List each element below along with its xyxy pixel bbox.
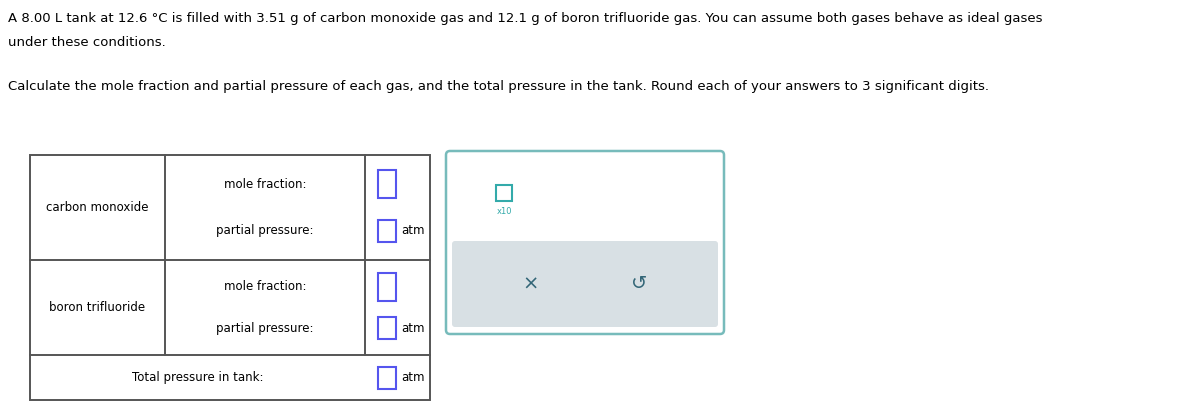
Text: Total pressure in tank:: Total pressure in tank: (132, 371, 263, 384)
Text: x10: x10 (497, 207, 512, 216)
Bar (496, 184, 512, 200)
Text: carbon monoxide: carbon monoxide (47, 201, 149, 214)
FancyBboxPatch shape (446, 151, 724, 334)
Bar (478, 195, 499, 216)
Text: mole fraction:: mole fraction: (223, 178, 306, 191)
Text: under these conditions.: under these conditions. (8, 36, 166, 49)
Text: boron trifluoride: boron trifluoride (49, 301, 145, 314)
Text: ↺: ↺ (631, 274, 647, 294)
Bar (30, 155, 430, 400)
Bar (378, 171, 396, 198)
Text: atm: atm (401, 322, 425, 335)
Bar (378, 317, 396, 339)
Text: partial pressure:: partial pressure: (216, 322, 313, 335)
Bar (378, 273, 396, 301)
Text: partial pressure:: partial pressure: (216, 224, 313, 237)
Text: Calculate the mole fraction and partial pressure of each gas, and the total pres: Calculate the mole fraction and partial … (8, 80, 989, 93)
Text: atm: atm (401, 224, 425, 237)
Bar (378, 366, 396, 389)
Text: mole fraction:: mole fraction: (223, 280, 306, 293)
Text: ×: × (523, 274, 539, 294)
Text: A 8.00 L tank at 12.6 °C is filled with 3.51 g of carbon monoxide gas and 12.1 g: A 8.00 L tank at 12.6 °C is filled with … (8, 12, 1043, 25)
Bar (378, 220, 396, 242)
Text: atm: atm (401, 371, 425, 384)
FancyBboxPatch shape (452, 241, 718, 327)
